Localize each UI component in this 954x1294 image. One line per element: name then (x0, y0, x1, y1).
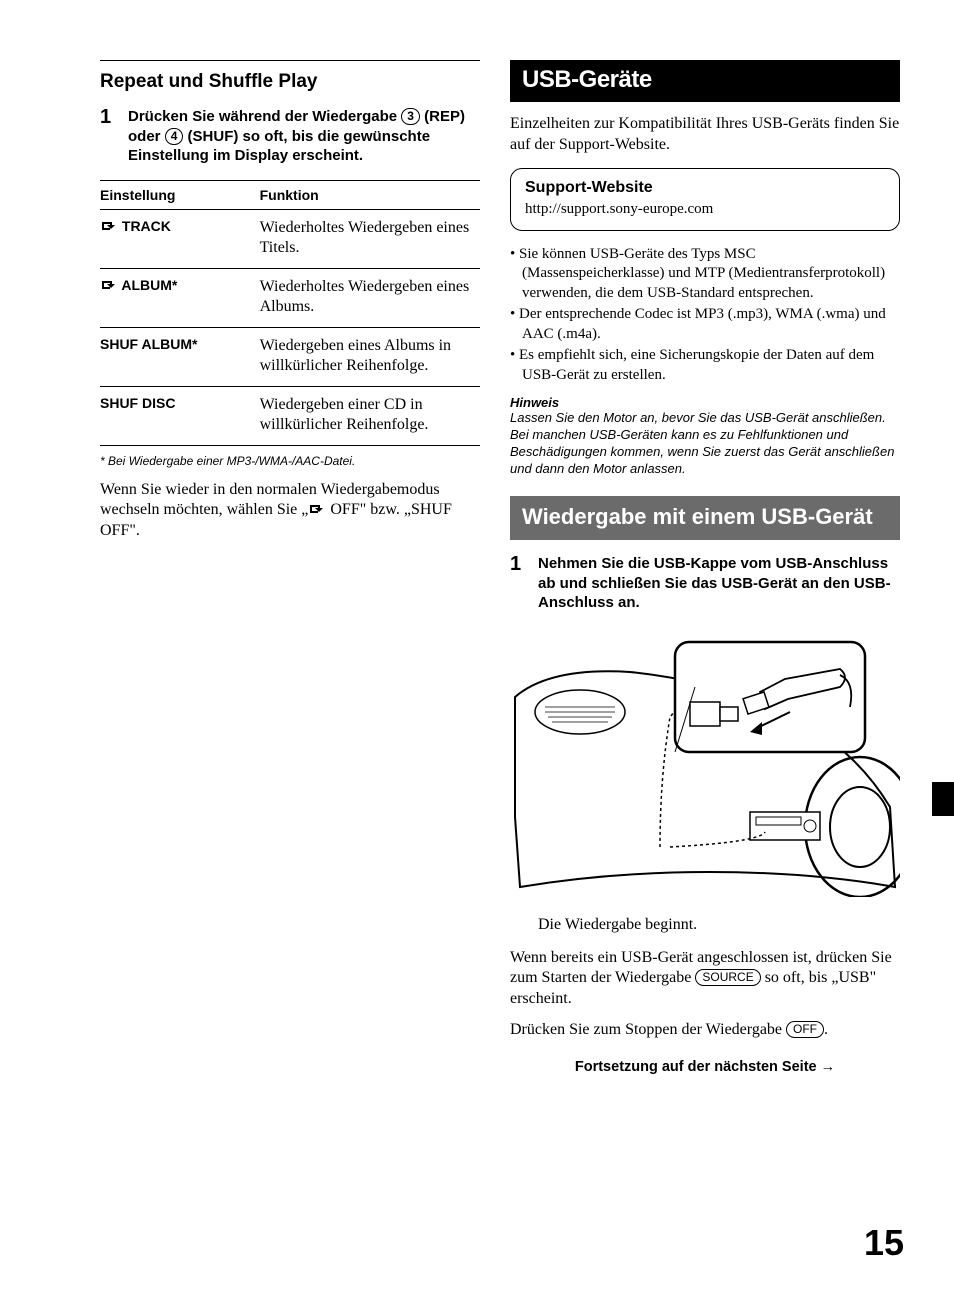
list-item: Sie können USB-Geräte des Typs MSC (Mass… (510, 245, 900, 304)
hinweis-body: Lassen Sie den Motor an, bevor Sie das U… (510, 410, 900, 478)
page-number: 15 (864, 1222, 904, 1264)
settings-table: Einstellung Funktion TRACK Wiederholtes … (100, 180, 480, 446)
rule-top-left (100, 60, 480, 61)
diagram-caption: Die Wiedergabe beginnt. (538, 916, 900, 934)
step-number: 1 (510, 554, 528, 613)
setting-name: SHUF ALBUM* (100, 336, 197, 352)
setting-name: ALBUM* (121, 277, 177, 293)
heading-usb-geraete: USB-Geräte (510, 60, 900, 102)
table-header-einstellung: Einstellung (100, 180, 260, 209)
step-1-left: 1 Drücken Sie während der Wiedergabe 3 (… (100, 107, 480, 166)
step-text-part: Drücken Sie während der Wiedergabe (128, 108, 401, 125)
step-number: 1 (100, 107, 118, 166)
key-off-button: OFF (786, 1021, 824, 1038)
setting-label: SHUF DISC (100, 386, 260, 445)
para-text: Drücken Sie zum Stoppen der Wiedergabe (510, 1021, 786, 1038)
heading-wiedergabe-usb: Wiedergabe mit einem USB-Gerät (510, 496, 900, 540)
step-1-right: 1 Nehmen Sie die USB-Kappe vom USB-Ansch… (510, 554, 900, 613)
table-row: ALBUM* Wiederholtes Wiedergeben eines Al… (100, 268, 480, 327)
key-source-button: SOURCE (695, 969, 760, 986)
setting-label: ALBUM* (100, 268, 260, 327)
setting-name: TRACK (122, 218, 171, 234)
left-column: Repeat und Shuffle Play 1 Drücken Sie wä… (100, 60, 480, 1075)
hinweis-block: Hinweis Lassen Sie den Motor an, bevor S… (510, 395, 900, 478)
support-url: http://support.sony-europe.com (525, 201, 885, 218)
list-item: Der entsprechende Codec ist MP3 (.mp3), … (510, 305, 900, 344)
table-row: SHUF ALBUM* Wiedergeben eines Albums in … (100, 327, 480, 386)
intro-paragraph: Einzelheiten zur Kompatibilität Ihres US… (510, 114, 900, 156)
setting-function: Wiederholtes Wiedergeben eines Titels. (260, 209, 480, 268)
normal-mode-paragraph: Wenn Sie wieder in den normalen Wiederga… (100, 480, 480, 542)
support-title: Support-Website (525, 179, 885, 197)
usb-info-list: Sie können USB-Geräte des Typs MSC (Mass… (510, 245, 900, 386)
para-text: . (824, 1021, 828, 1038)
hinweis-label: Hinweis (510, 395, 900, 410)
key-4-button: 4 (165, 128, 184, 145)
setting-function: Wiederholtes Wiedergeben eines Albums. (260, 268, 480, 327)
table-footnote: * Bei Wiedergabe einer MP3-/WMA-/AAC-Dat… (100, 454, 480, 468)
section-title-repeat-shuffle: Repeat und Shuffle Play (100, 71, 480, 93)
repeat-icon (308, 503, 324, 515)
key-3-button: 3 (401, 108, 420, 125)
setting-label: TRACK (100, 209, 260, 268)
off-paragraph: Drücken Sie zum Stoppen der Wiedergabe O… (510, 1020, 900, 1041)
list-item: Es empfiehlt sich, eine Sicherungskopie … (510, 346, 900, 385)
continue-next-page: Fortsetzung auf der nächsten Seite → (510, 1059, 900, 1075)
page: Repeat und Shuffle Play 1 Drücken Sie wä… (0, 0, 954, 1115)
setting-function: Wiedergeben eines Albums in willkürliche… (260, 327, 480, 386)
support-website-box: Support-Website http://support.sony-euro… (510, 168, 900, 231)
usb-connection-diagram (510, 637, 900, 897)
right-column: USB-Geräte Einzelheiten zur Kompatibilit… (510, 60, 900, 1075)
step-instruction: Nehmen Sie die USB-Kappe vom USB-Anschlu… (538, 554, 900, 613)
table-row: TRACK Wiederholtes Wiedergeben eines Tit… (100, 209, 480, 268)
source-paragraph: Wenn bereits ein USB-Gerät angeschlossen… (510, 948, 900, 1010)
table-row: SHUF DISC Wiedergeben einer CD in willkü… (100, 386, 480, 445)
repeat-icon (100, 279, 116, 291)
setting-name: SHUF DISC (100, 395, 175, 411)
edge-tab-marker (932, 782, 954, 816)
repeat-icon (100, 220, 116, 232)
step-instruction: Drücken Sie während der Wiedergabe 3 (RE… (128, 107, 480, 166)
table-header-funktion: Funktion (260, 180, 480, 209)
setting-label: SHUF ALBUM* (100, 327, 260, 386)
setting-function: Wiedergeben einer CD in willkürlicher Re… (260, 386, 480, 445)
settings-table-body: TRACK Wiederholtes Wiedergeben eines Tit… (100, 209, 480, 445)
